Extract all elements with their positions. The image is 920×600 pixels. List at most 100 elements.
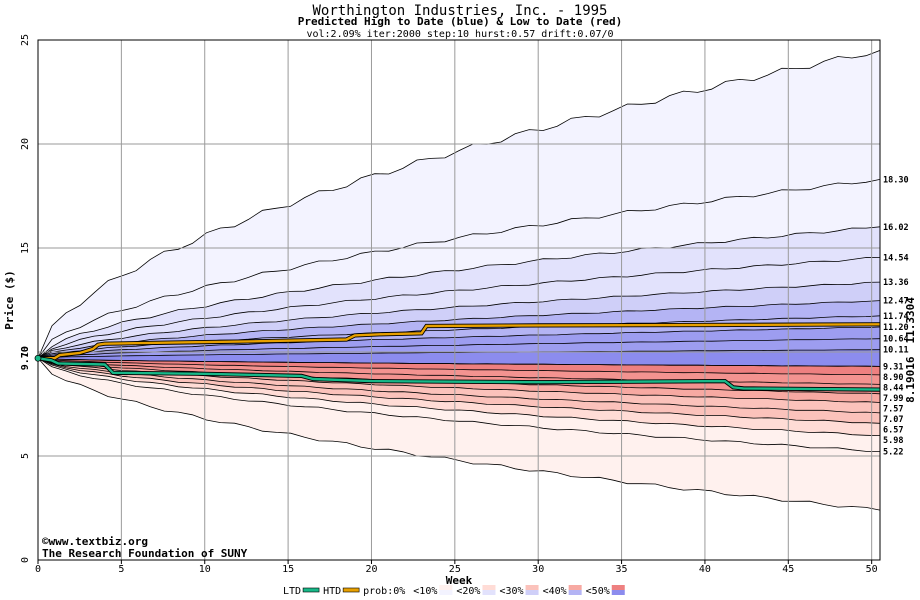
x-tick-label: 35 xyxy=(616,564,628,575)
legend-swatch-red xyxy=(439,585,453,590)
band-boundary xyxy=(38,281,880,359)
start-price-marker xyxy=(34,354,42,362)
legend-swatch-red xyxy=(611,585,625,590)
end-value-label: 7.57 xyxy=(883,404,903,414)
legend-swatch-line xyxy=(302,587,320,593)
band-boundary xyxy=(38,338,880,359)
band-boundary xyxy=(38,357,880,511)
legend-label: LTD xyxy=(283,586,301,597)
lower-band xyxy=(38,358,880,413)
x-tick-label: 10 xyxy=(199,564,211,575)
upper-band xyxy=(38,50,880,359)
upper-band xyxy=(38,282,880,359)
end-value-label: 14.54 xyxy=(883,254,909,264)
end-value-label: 18.30 xyxy=(883,175,909,185)
legend-label: prob:0% xyxy=(363,586,405,597)
upper-band xyxy=(38,179,880,359)
legend-swatch-red xyxy=(525,585,539,590)
series-htd-line xyxy=(38,323,881,360)
x-tick-label: 30 xyxy=(532,564,544,575)
end-value-label: 6.57 xyxy=(883,425,903,435)
band-boundary xyxy=(38,179,880,359)
series-lines xyxy=(37,322,881,392)
legend-label: <20% xyxy=(456,586,480,597)
chart-subtitle: Predicted High to Date (blue) & Low to D… xyxy=(298,15,623,28)
y-tick-label: 20 xyxy=(20,138,31,150)
band-boundary xyxy=(38,357,880,436)
credit-line-1: ©www.textbiz.org xyxy=(42,535,148,548)
credit-line-2: The Research Foundation of SUNY xyxy=(42,547,248,560)
legend-swatch-blue xyxy=(525,590,539,595)
band-boundary xyxy=(38,300,880,359)
end-value-label: 16.02 xyxy=(883,223,909,233)
legend-swatch-line xyxy=(342,587,360,593)
legend-label: <10% xyxy=(413,586,437,597)
end-value-label: 11.74 xyxy=(883,312,909,322)
end-value-label: 13.36 xyxy=(883,278,909,288)
legend-swatch-blue xyxy=(611,590,625,595)
series-end-label-ltd: 8.19016 xyxy=(904,356,917,403)
plot-frame xyxy=(37,39,881,561)
lower-band xyxy=(38,358,880,375)
chart-params: vol:2.09% iter:2000 step:10 hurst:0.57 d… xyxy=(306,29,613,40)
legend-label: <40% xyxy=(543,586,567,597)
axes: 0 5 10 15 20 25 30 35 40 45 50 5 10 15 20 25 0 9.70 xyxy=(20,34,881,575)
legend-swatch-red xyxy=(568,585,582,590)
upper-band xyxy=(38,327,880,359)
y-tick-label: 25 xyxy=(20,34,31,46)
band-boundary xyxy=(38,357,880,452)
end-value-label: 5.22 xyxy=(883,447,903,457)
x-tick-label: 0 xyxy=(35,564,41,575)
band-boundary xyxy=(38,357,880,414)
y-tick-label: 15 xyxy=(20,242,31,254)
x-tick-label: 25 xyxy=(449,564,461,575)
end-value-label: 9.31 xyxy=(883,362,903,372)
upper-band xyxy=(38,338,880,359)
start-price-label: 9.70 xyxy=(20,346,31,370)
legend-label: <30% xyxy=(499,586,523,597)
band-boundary xyxy=(38,357,880,385)
band-boundary xyxy=(38,357,880,376)
lower-band xyxy=(38,358,880,511)
end-value-label: 10.64 xyxy=(883,335,909,345)
band-boundary xyxy=(38,349,880,359)
band-boundary xyxy=(38,226,880,359)
probability-bands xyxy=(38,50,880,511)
series-end-label-htd: 11.3304 xyxy=(904,297,917,344)
upper-band xyxy=(38,226,880,359)
x-tick-label: 15 xyxy=(282,564,294,575)
x-tick-label: 40 xyxy=(699,564,711,575)
upper-band xyxy=(38,349,880,367)
band-boundary xyxy=(38,326,880,359)
legend: LTD HTD prob:0% <10% <20% <30% <40% <50% xyxy=(283,585,625,597)
end-value-label: 10.11 xyxy=(883,346,909,356)
y-axis-label: Price ($) xyxy=(3,270,16,330)
x-tick-label: 45 xyxy=(782,564,794,575)
band-boundary xyxy=(38,257,880,359)
lower-band xyxy=(38,358,880,424)
band-boundary xyxy=(38,357,880,424)
legend-swatch-blue xyxy=(568,590,582,595)
upper-band xyxy=(38,257,880,359)
legend-swatch-blue xyxy=(482,590,496,595)
end-value-label: 8.90 xyxy=(883,373,903,383)
end-value-label: 7.07 xyxy=(883,415,903,425)
band-boundary xyxy=(38,357,880,367)
lower-band xyxy=(38,358,880,385)
lower-band xyxy=(38,358,880,452)
x-tick-label: 5 xyxy=(118,564,124,575)
end-value-label: 11.20 xyxy=(883,323,909,333)
lower-band xyxy=(38,358,880,403)
x-axis-label: Week xyxy=(446,574,473,587)
x-tick-label: 20 xyxy=(365,564,377,575)
legend-swatch-red xyxy=(482,585,496,590)
series-ltd-line xyxy=(37,357,881,391)
y-tick-label: 5 xyxy=(20,453,31,459)
band-boundary xyxy=(38,50,880,359)
end-value-label: 8.44 xyxy=(883,383,903,393)
lower-band xyxy=(38,358,880,436)
y-tick-label: 0 xyxy=(20,557,31,563)
x-tick-label: 50 xyxy=(866,564,878,575)
